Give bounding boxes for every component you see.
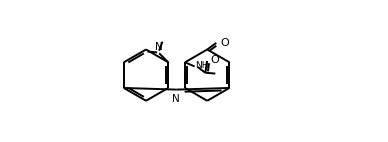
Text: N: N [172,94,180,104]
Text: NH: NH [195,61,209,70]
Text: N: N [155,42,163,52]
Text: O: O [220,37,229,48]
Text: O: O [210,56,219,65]
